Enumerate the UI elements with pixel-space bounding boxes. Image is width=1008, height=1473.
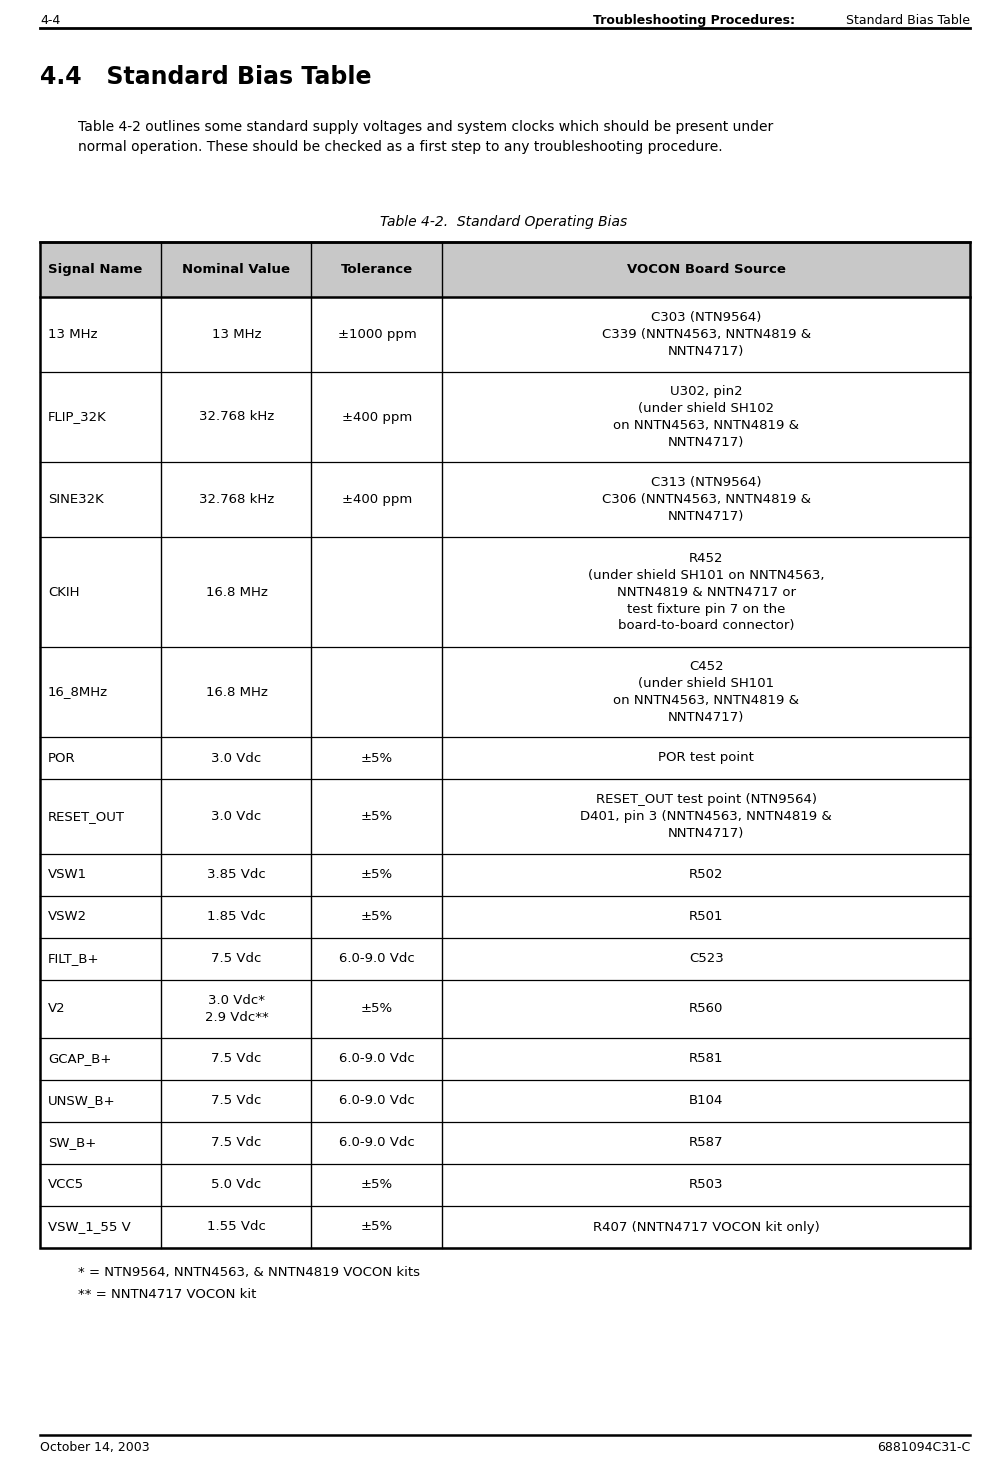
Text: 32.768 kHz: 32.768 kHz bbox=[199, 493, 274, 507]
Text: 16.8 MHz: 16.8 MHz bbox=[206, 685, 267, 698]
Text: B104: B104 bbox=[689, 1094, 724, 1108]
Text: ±5%: ±5% bbox=[361, 869, 393, 881]
Text: 16.8 MHz: 16.8 MHz bbox=[206, 585, 267, 598]
Text: R501: R501 bbox=[688, 910, 724, 924]
Text: C303 (NTN9564)
C339 (NNTN4563, NNTN4819 &
NNTN4717): C303 (NTN9564) C339 (NNTN4563, NNTN4819 … bbox=[602, 311, 810, 358]
Text: 4-4: 4-4 bbox=[40, 15, 60, 27]
Text: Standard Bias Table: Standard Bias Table bbox=[842, 15, 970, 27]
Text: R503: R503 bbox=[688, 1178, 724, 1192]
Text: 3.0 Vdc: 3.0 Vdc bbox=[212, 810, 261, 823]
Text: ±1000 ppm: ±1000 ppm bbox=[338, 328, 416, 342]
Text: CKIH: CKIH bbox=[48, 585, 80, 598]
Text: R502: R502 bbox=[688, 869, 724, 881]
Text: R452
(under shield SH101 on NNTN4563,
NNTN4819 & NNTN4717 or
test fixture pin 7 : R452 (under shield SH101 on NNTN4563, NN… bbox=[588, 551, 825, 632]
Text: SW_B+: SW_B+ bbox=[48, 1137, 96, 1149]
Text: ±5%: ±5% bbox=[361, 910, 393, 924]
Text: POR test point: POR test point bbox=[658, 751, 754, 764]
Text: October 14, 2003: October 14, 2003 bbox=[40, 1441, 149, 1454]
Text: V2: V2 bbox=[48, 1003, 66, 1015]
Text: 7.5 Vdc: 7.5 Vdc bbox=[212, 953, 262, 965]
Text: 3.0 Vdc: 3.0 Vdc bbox=[212, 751, 261, 764]
Text: VSW1: VSW1 bbox=[48, 869, 87, 881]
Text: ** = NNTN4717 VOCON kit: ** = NNTN4717 VOCON kit bbox=[78, 1287, 256, 1301]
Text: Nominal Value: Nominal Value bbox=[182, 264, 290, 275]
Text: Table 4-2.  Standard Operating Bias: Table 4-2. Standard Operating Bias bbox=[380, 215, 628, 228]
Text: ±5%: ±5% bbox=[361, 751, 393, 764]
Bar bbox=[40, 242, 970, 298]
Text: GCAP_B+: GCAP_B+ bbox=[48, 1053, 111, 1065]
Text: ±5%: ±5% bbox=[361, 1003, 393, 1015]
Text: C313 (NTN9564)
C306 (NNTN4563, NNTN4819 &
NNTN4717): C313 (NTN9564) C306 (NNTN4563, NNTN4819 … bbox=[602, 476, 810, 523]
Text: R560: R560 bbox=[689, 1003, 724, 1015]
Text: C452
(under shield SH101
on NNTN4563, NNTN4819 &
NNTN4717): C452 (under shield SH101 on NNTN4563, NN… bbox=[613, 660, 799, 725]
Text: 7.5 Vdc: 7.5 Vdc bbox=[212, 1053, 262, 1065]
Text: VCC5: VCC5 bbox=[48, 1178, 84, 1192]
Text: 7.5 Vdc: 7.5 Vdc bbox=[212, 1094, 262, 1108]
Text: Table 4-2 outlines some standard supply voltages and system clocks which should : Table 4-2 outlines some standard supply … bbox=[78, 119, 773, 153]
Text: RESET_OUT test point (NTN9564)
D401, pin 3 (NNTN4563, NNTN4819 &
NNTN4717): RESET_OUT test point (NTN9564) D401, pin… bbox=[581, 792, 832, 840]
Text: ±5%: ±5% bbox=[361, 1221, 393, 1233]
Text: Tolerance: Tolerance bbox=[341, 264, 413, 275]
Text: R581: R581 bbox=[688, 1053, 724, 1065]
Text: 5.0 Vdc: 5.0 Vdc bbox=[212, 1178, 261, 1192]
Text: 4.4   Standard Bias Table: 4.4 Standard Bias Table bbox=[40, 65, 372, 88]
Text: 16_8MHz: 16_8MHz bbox=[48, 685, 108, 698]
Text: UNSW_B+: UNSW_B+ bbox=[48, 1094, 116, 1108]
Text: Signal Name: Signal Name bbox=[48, 264, 142, 275]
Text: 32.768 kHz: 32.768 kHz bbox=[199, 411, 274, 424]
Text: 13 MHz: 13 MHz bbox=[48, 328, 98, 342]
Text: 6.0-9.0 Vdc: 6.0-9.0 Vdc bbox=[339, 1094, 414, 1108]
Text: 3.0 Vdc*
2.9 Vdc**: 3.0 Vdc* 2.9 Vdc** bbox=[205, 994, 268, 1024]
Text: 6.0-9.0 Vdc: 6.0-9.0 Vdc bbox=[339, 953, 414, 965]
Text: 6881094C31-C: 6881094C31-C bbox=[877, 1441, 970, 1454]
Text: ±5%: ±5% bbox=[361, 810, 393, 823]
Text: 6.0-9.0 Vdc: 6.0-9.0 Vdc bbox=[339, 1053, 414, 1065]
Text: R407 (NNTN4717 VOCON kit only): R407 (NNTN4717 VOCON kit only) bbox=[593, 1221, 820, 1233]
Text: POR: POR bbox=[48, 751, 76, 764]
Text: Troubleshooting Procedures:: Troubleshooting Procedures: bbox=[593, 15, 795, 27]
Text: U302, pin2
(under shield SH102
on NNTN4563, NNTN4819 &
NNTN4717): U302, pin2 (under shield SH102 on NNTN45… bbox=[613, 384, 799, 449]
Text: 3.85 Vdc: 3.85 Vdc bbox=[207, 869, 266, 881]
Text: FILT_B+: FILT_B+ bbox=[48, 953, 100, 965]
Text: ±400 ppm: ±400 ppm bbox=[342, 493, 412, 507]
Text: ±5%: ±5% bbox=[361, 1178, 393, 1192]
Text: C523: C523 bbox=[688, 953, 724, 965]
Text: 13 MHz: 13 MHz bbox=[212, 328, 261, 342]
Text: 7.5 Vdc: 7.5 Vdc bbox=[212, 1137, 262, 1149]
Text: 6.0-9.0 Vdc: 6.0-9.0 Vdc bbox=[339, 1137, 414, 1149]
Text: VSW_1_55 V: VSW_1_55 V bbox=[48, 1221, 131, 1233]
Text: VOCON Board Source: VOCON Board Source bbox=[627, 264, 785, 275]
Text: SINE32K: SINE32K bbox=[48, 493, 104, 507]
Text: ±400 ppm: ±400 ppm bbox=[342, 411, 412, 424]
Text: 1.55 Vdc: 1.55 Vdc bbox=[207, 1221, 266, 1233]
Text: R587: R587 bbox=[688, 1137, 724, 1149]
Bar bbox=[40, 242, 970, 1248]
Text: VSW2: VSW2 bbox=[48, 910, 87, 924]
Text: * = NTN9564, NNTN4563, & NNTN4819 VOCON kits: * = NTN9564, NNTN4563, & NNTN4819 VOCON … bbox=[78, 1265, 420, 1279]
Text: RESET_OUT: RESET_OUT bbox=[48, 810, 125, 823]
Text: FLIP_32K: FLIP_32K bbox=[48, 411, 107, 424]
Text: 1.85 Vdc: 1.85 Vdc bbox=[207, 910, 266, 924]
